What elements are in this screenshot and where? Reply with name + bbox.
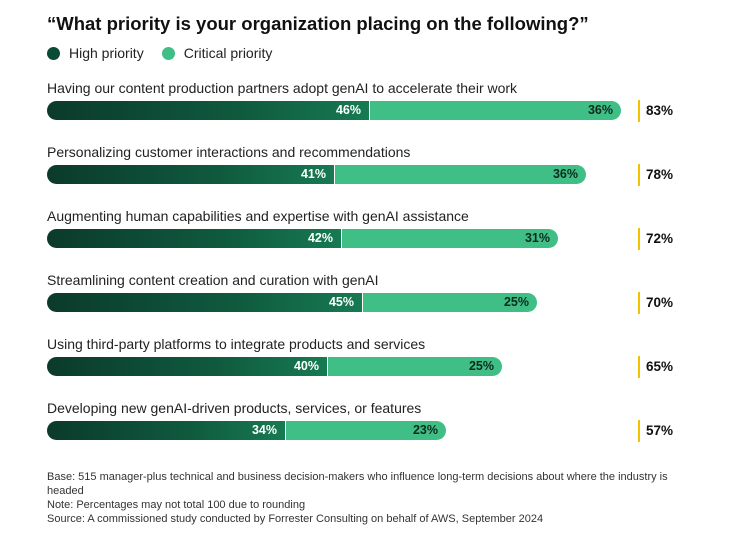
total-divider — [638, 164, 640, 186]
total-divider — [638, 420, 640, 442]
footnote-source: Source: A commissioned study conducted b… — [47, 513, 544, 525]
bar-segment-high: 42% — [47, 229, 341, 248]
data-label-high: 46% — [335, 103, 361, 117]
footnote-base: Base: 515 manager-plus technical and bus… — [47, 471, 668, 497]
legend-label-high: High priority — [69, 45, 144, 61]
bar-segment-critical: 31% — [341, 229, 558, 248]
bar: 42% 31% — [47, 229, 558, 248]
category-label: Having our content production partners a… — [47, 80, 518, 96]
bar-segment-high: 46% — [47, 101, 369, 120]
category-label: Personalizing customer interactions and … — [47, 144, 411, 160]
total-divider — [638, 100, 640, 122]
footnote-note: Note: Percentages may not total 100 due … — [47, 499, 306, 511]
total-divider — [638, 292, 640, 314]
data-label-critical: 36% — [552, 167, 578, 181]
data-label-critical: 25% — [503, 295, 529, 309]
data-label-high: 40% — [293, 359, 319, 373]
bar-segment-high: 34% — [47, 421, 285, 440]
category-label: Augmenting human capabilities and expert… — [47, 208, 469, 224]
data-label-critical: 25% — [468, 359, 494, 373]
bar-segment-critical: 23% — [285, 421, 446, 440]
total-label: 78% — [646, 167, 674, 182]
legend-item-high: High priority — [47, 45, 144, 61]
data-label-critical: 23% — [412, 423, 438, 437]
total-label: 65% — [646, 359, 674, 374]
bar-segment-high: 40% — [47, 357, 327, 376]
legend-label-critical: Critical priority — [183, 45, 273, 61]
bar: 41% 36% — [47, 165, 586, 184]
bar: 46% 36% — [47, 101, 621, 120]
data-label-high: 45% — [328, 295, 354, 309]
data-label-high: 34% — [251, 423, 277, 437]
total-label: 72% — [646, 231, 674, 246]
chart-title: “What priority is your organization plac… — [47, 13, 589, 34]
total-divider — [638, 356, 640, 378]
category-label: Streamlining content creation and curati… — [47, 272, 379, 288]
bar-segment-critical: 36% — [369, 101, 621, 120]
total-label: 83% — [646, 103, 674, 118]
legend-swatch-critical — [161, 46, 175, 60]
data-label-critical: 36% — [587, 103, 613, 117]
data-label-high: 41% — [300, 167, 326, 181]
category-label: Using third-party platforms to integrate… — [47, 336, 426, 352]
total-label: 70% — [646, 295, 674, 310]
legend-swatch-high — [47, 46, 60, 60]
total-label: 57% — [646, 423, 674, 438]
total-divider — [638, 228, 640, 250]
bar-segment-critical: 25% — [327, 357, 502, 376]
bar: 40% 25% — [47, 357, 502, 376]
footnotes: Base: 515 manager-plus technical and bus… — [47, 470, 687, 526]
bar-segment-critical: 25% — [362, 293, 537, 312]
legend-item-critical: Critical priority — [161, 45, 273, 61]
category-label: Developing new genAI-driven products, se… — [47, 400, 422, 416]
data-label-high: 42% — [307, 231, 333, 245]
bar: 34% 23% — [47, 421, 446, 440]
bar-segment-high: 41% — [47, 165, 334, 184]
bar-segment-critical: 36% — [334, 165, 586, 184]
data-label-critical: 31% — [524, 231, 550, 245]
legend: High priority Critical priority — [47, 45, 282, 61]
bar-segment-high: 45% — [47, 293, 362, 312]
bar: 45% 25% — [47, 293, 537, 312]
